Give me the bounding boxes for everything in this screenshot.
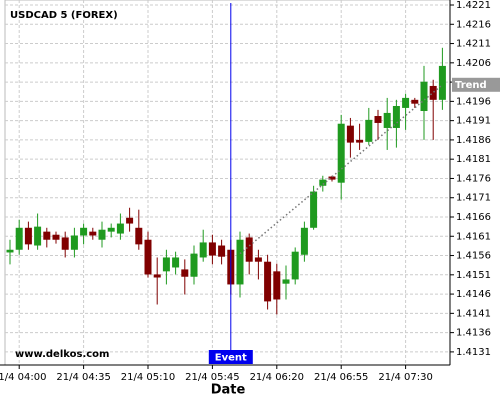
y-tick-label: 1.4221 xyxy=(456,0,491,11)
candle-body xyxy=(402,97,410,108)
y-tick-label: 1.4191 xyxy=(456,116,491,127)
y-tick-label: 1.4181 xyxy=(456,154,491,165)
y-tick-label: 1.4211 xyxy=(456,39,491,50)
trend-label-bg xyxy=(452,77,500,92)
candle-body xyxy=(43,231,51,240)
y-tick-label: 1.4156 xyxy=(456,251,491,262)
candle-body xyxy=(374,116,382,123)
trend-label: Trend xyxy=(455,80,487,91)
candle-body xyxy=(300,227,308,255)
candle-body xyxy=(34,226,42,246)
x-tick-label: 21/4 06:55 xyxy=(314,372,368,383)
candle-body xyxy=(346,125,354,143)
y-tick-label: 1.4151 xyxy=(456,270,491,281)
candle-body xyxy=(236,239,244,285)
event-label-bg xyxy=(208,350,253,364)
candle-body xyxy=(310,191,318,228)
watermark: www.delkos.com xyxy=(15,349,109,360)
candle-body xyxy=(365,119,373,142)
candle-body xyxy=(245,237,253,262)
candle-body xyxy=(328,176,336,180)
candle-body xyxy=(24,227,32,245)
candle-body xyxy=(144,239,152,275)
chart-title: USDCAD 5 (FOREX) xyxy=(10,10,118,21)
candle-body xyxy=(80,227,88,236)
candle-body xyxy=(291,251,299,280)
y-tick-label: 1.4166 xyxy=(456,212,491,223)
candle-body xyxy=(135,227,143,245)
candle-body xyxy=(153,274,161,278)
candle-body xyxy=(411,99,419,104)
candle-body xyxy=(282,279,290,284)
candle-body xyxy=(319,179,327,186)
candle-body xyxy=(383,112,391,128)
candle-body xyxy=(52,234,60,240)
y-tick-label: 1.4206 xyxy=(456,58,491,69)
y-tick-label: 1.4161 xyxy=(456,231,491,242)
x-axis-title: Date xyxy=(211,383,246,398)
x-tick-label: 21/4 06:20 xyxy=(250,372,304,383)
event-label: Event xyxy=(215,353,247,364)
y-tick-label: 1.4176 xyxy=(456,173,491,184)
y-tick-label: 1.4136 xyxy=(456,328,491,339)
candle-body xyxy=(181,269,189,277)
y-tick-label: 1.4141 xyxy=(456,308,491,319)
y-tick-label: 1.4186 xyxy=(456,135,491,146)
candle-body xyxy=(273,271,281,300)
candle-body xyxy=(15,227,23,250)
candle-body xyxy=(89,231,97,236)
x-tick-label: 21/4 05:45 xyxy=(185,372,239,383)
x-tick-label: 21/4 05:10 xyxy=(121,372,175,383)
y-tick-label: 1.4131 xyxy=(456,347,491,358)
candle-body xyxy=(98,229,106,240)
candle-body xyxy=(162,257,170,272)
candle-body xyxy=(392,105,400,128)
candle-body xyxy=(429,85,437,100)
candle-body xyxy=(126,217,134,224)
candle-body xyxy=(107,227,115,232)
x-tick-label: 21/4 04:00 xyxy=(0,372,46,383)
candle-body xyxy=(199,242,207,258)
candle-body xyxy=(6,249,14,253)
candle-body xyxy=(61,237,69,250)
candle-body xyxy=(208,242,216,256)
candle-body xyxy=(254,257,262,262)
candle-body xyxy=(190,253,198,277)
candle-body xyxy=(356,139,364,143)
y-tick-label: 1.4216 xyxy=(456,19,491,30)
candle-body xyxy=(438,65,446,100)
candle-body xyxy=(218,245,226,257)
x-tick-label: 21/4 07:30 xyxy=(378,372,432,383)
candle-body xyxy=(337,123,345,183)
candle-body xyxy=(70,235,78,250)
y-tick-label: 1.4171 xyxy=(456,193,491,204)
x-tick-label: 21/4 04:35 xyxy=(56,372,110,383)
candle-body xyxy=(172,257,180,268)
candle-body xyxy=(420,81,428,112)
y-tick-label: 1.4146 xyxy=(456,289,491,300)
y-tick-label: 1.4196 xyxy=(456,96,491,107)
candle-body xyxy=(264,261,272,302)
plot-area xyxy=(4,0,451,366)
candle-body xyxy=(116,223,124,234)
